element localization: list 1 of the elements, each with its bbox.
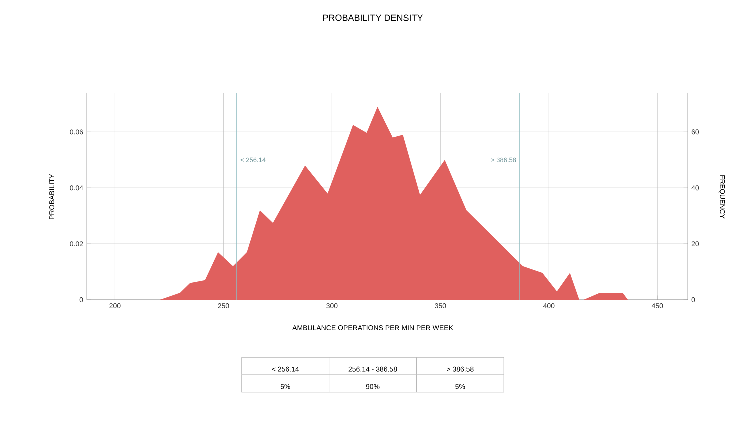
chart-title: PROBABILITY DENSITY [323,14,424,22]
